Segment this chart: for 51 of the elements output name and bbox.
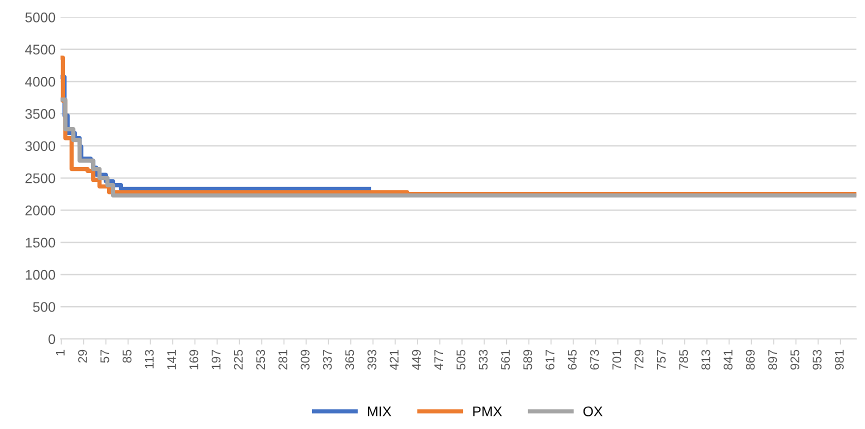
y-tick-label: 500 xyxy=(33,302,56,312)
y-tick-label: 1500 xyxy=(26,238,56,248)
x-tick-label: 197 xyxy=(212,350,221,370)
x-tick-label: 925 xyxy=(790,350,800,370)
x-tick-label: 729 xyxy=(634,350,644,370)
y-tick-label: 3500 xyxy=(25,109,56,119)
y-tick-label: 2000 xyxy=(25,206,56,216)
x-tick-label: 701 xyxy=(612,350,622,370)
x-tick-label: 813 xyxy=(701,350,710,370)
x-tick-label: 673 xyxy=(590,350,599,370)
legend-label: PMX xyxy=(473,406,502,416)
y-tick-label: 4500 xyxy=(25,44,56,55)
y-tick-label: 1000 xyxy=(26,270,56,280)
x-tick-label: 29 xyxy=(78,350,87,363)
x-tick-label: 449 xyxy=(412,350,421,370)
x-tick-label: 981 xyxy=(834,350,844,370)
x-tick-label: 113 xyxy=(144,350,154,368)
x-tick-label: 589 xyxy=(523,350,532,370)
x-tick-label: 561 xyxy=(501,350,510,370)
y-tick-label: 4000 xyxy=(25,76,56,87)
y-tick-label: 0 xyxy=(48,334,56,344)
x-tick-label: 477 xyxy=(434,350,443,370)
x-tick-label: 953 xyxy=(812,350,822,370)
x-tick-label: 421 xyxy=(390,350,398,370)
x-tick-label: 1 xyxy=(56,350,65,356)
x-tick-label: 645 xyxy=(568,350,577,370)
x-tick-label: 85 xyxy=(122,350,132,363)
legend-label: MIX xyxy=(368,406,392,416)
y-tick-label: 2500 xyxy=(25,173,56,184)
legend-label: OX xyxy=(583,406,603,416)
x-tick-label: 309 xyxy=(300,350,310,370)
x-tick-label: 169 xyxy=(189,350,198,370)
x-tick-label: 337 xyxy=(322,350,332,370)
x-tick-label: 393 xyxy=(367,350,376,370)
x-tick-label: 757 xyxy=(657,350,666,370)
x-tick-label: 365 xyxy=(345,350,354,370)
y-tick-label: 3000 xyxy=(25,141,56,152)
x-tick-label: 533 xyxy=(478,350,488,370)
x-tick-label: 505 xyxy=(456,350,466,370)
x-tick-label: 57 xyxy=(100,350,110,363)
y-tick-label: 5000 xyxy=(25,12,56,22)
x-tick-label: 897 xyxy=(768,350,778,370)
line-series xyxy=(60,97,856,198)
x-tick-label: 225 xyxy=(234,350,243,370)
x-tick-label: 869 xyxy=(746,350,755,370)
x-tick-label: 841 xyxy=(724,350,733,370)
x-tick-label: 617 xyxy=(546,350,554,370)
x-tick-label: 281 xyxy=(278,350,288,370)
x-tick-label: 141 xyxy=(167,350,176,370)
x-tick-label: 253 xyxy=(256,350,266,370)
x-tick-label: 785 xyxy=(679,350,688,370)
